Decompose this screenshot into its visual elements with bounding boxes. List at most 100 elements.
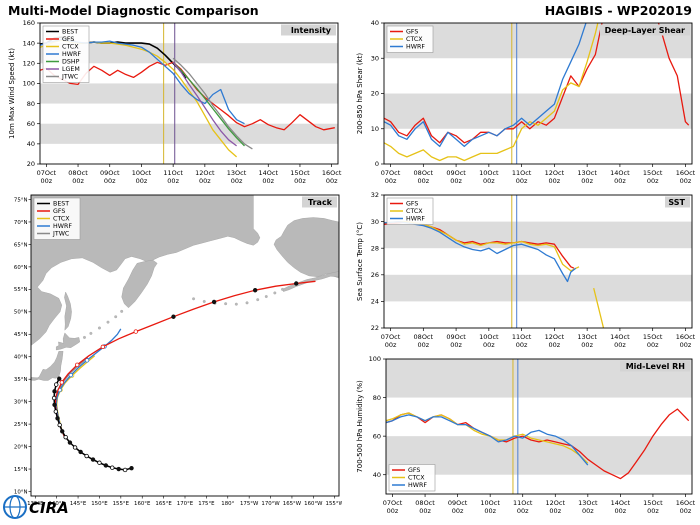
y-axis-label: 700-500 hPa Humidity (%): [356, 380, 364, 473]
svg-text:15°N: 15°N: [14, 467, 28, 473]
svg-text:70°N: 70°N: [14, 220, 28, 226]
panel-title: SST: [668, 198, 685, 207]
svg-text:GFS: GFS: [408, 467, 420, 474]
panel-title-band: [620, 360, 690, 372]
svg-text:11Oct: 11Oct: [512, 333, 532, 341]
svg-text:80: 80: [27, 100, 35, 108]
svg-text:11Oct: 11Oct: [163, 169, 183, 177]
svg-text:30°N: 30°N: [14, 400, 28, 406]
track-BEST: [53, 378, 132, 471]
land-shape: [56, 332, 81, 351]
svg-text:08Oct: 08Oct: [68, 169, 88, 177]
svg-text:10°N: 10°N: [14, 489, 28, 495]
svg-text:165°E: 165°E: [155, 501, 172, 507]
svg-text:LGEM: LGEM: [62, 66, 80, 73]
svg-text:00z: 00z: [385, 341, 397, 349]
svg-text:HWRF: HWRF: [406, 44, 425, 51]
svg-text:00z: 00z: [419, 507, 431, 515]
track-panel: 135°E 140°E 145°E 150°E 155°E 160°E 165°E 170°E…: [6, 192, 345, 508]
svg-text:14Oct: 14Oct: [258, 169, 278, 177]
svg-text:14Oct: 14Oct: [611, 499, 631, 507]
svg-text:00z: 00z: [294, 177, 306, 185]
svg-text:12Oct: 12Oct: [546, 499, 566, 507]
svg-text:00z: 00z: [647, 177, 659, 185]
rh-panel: 07Oct 00z 08Oct 00z 09Oct 00z 10Oct 00z 11Oct 00z…: [354, 355, 696, 520]
svg-text:GFS: GFS: [62, 36, 74, 43]
svg-text:24: 24: [371, 298, 379, 306]
svg-text:45°N: 45°N: [14, 332, 28, 338]
svg-text:00z: 00z: [614, 341, 626, 349]
svg-text:00z: 00z: [516, 341, 528, 349]
svg-text:00z: 00z: [484, 507, 496, 515]
svg-text:16Oct: 16Oct: [322, 169, 342, 177]
svg-text:25°N: 25°N: [14, 422, 28, 428]
intensity-panel: 07Oct 00z 08Oct 00z 09Oct 00z 10Oct 00z 11Oct 00z…: [6, 19, 342, 190]
svg-text:JTWC: JTWC: [52, 231, 70, 238]
svg-text:12Oct: 12Oct: [545, 333, 565, 341]
svg-text:0: 0: [375, 160, 379, 168]
svg-text:00z: 00z: [417, 177, 429, 185]
svg-text:16Oct: 16Oct: [676, 169, 696, 177]
svg-text:28: 28: [371, 244, 379, 252]
svg-text:15Oct: 15Oct: [290, 169, 310, 177]
svg-text:12Oct: 12Oct: [195, 169, 215, 177]
svg-text:14Oct: 14Oct: [610, 169, 630, 177]
svg-text:40: 40: [371, 20, 379, 27]
land-shape: [31, 195, 261, 346]
shear-chart: 07Oct00z08Oct00z09Oct00z10Oct00z11Oct00z…: [356, 19, 696, 185]
svg-text:00z: 00z: [549, 177, 561, 185]
svg-text:00z: 00z: [581, 177, 593, 185]
svg-text:32: 32: [371, 192, 379, 199]
y-axis-label: 200-850 hPa Shear (kt): [356, 53, 364, 134]
svg-text:00z: 00z: [549, 507, 561, 515]
svg-text:11Oct: 11Oct: [512, 169, 532, 177]
page-title: Multi-Model Diagnostic Comparison: [8, 3, 259, 18]
panel-title: Intensity: [291, 26, 332, 35]
panel-title: Mid-Level RH: [626, 362, 685, 371]
svg-text:09Oct: 09Oct: [446, 169, 466, 177]
svg-text:00z: 00z: [680, 507, 692, 515]
svg-text:12Oct: 12Oct: [545, 169, 565, 177]
y-axis-label: 10m Max Wind Speed (kt): [8, 48, 16, 139]
panel-title: Track: [308, 198, 333, 207]
svg-text:135°E: 135°E: [27, 501, 44, 507]
svg-text:00z: 00z: [417, 341, 429, 349]
svg-text:00z: 00z: [647, 341, 659, 349]
svg-text:100: 100: [369, 356, 381, 363]
svg-text:00z: 00z: [231, 177, 243, 185]
svg-text:120: 120: [23, 59, 35, 67]
svg-text:00z: 00z: [326, 177, 338, 185]
svg-text:140: 140: [23, 39, 35, 47]
svg-text:15Oct: 15Oct: [643, 333, 663, 341]
svg-text:GFS: GFS: [406, 201, 418, 208]
svg-text:07Oct: 07Oct: [381, 169, 401, 177]
svg-text:00z: 00z: [167, 177, 179, 185]
svg-text:00z: 00z: [104, 177, 116, 185]
track-chart: 135°E 140°E 145°E 150°E 155°E 160°E 165°E 170°E…: [14, 194, 345, 507]
svg-text:14Oct: 14Oct: [610, 333, 630, 341]
svg-text:20°N: 20°N: [14, 444, 28, 450]
panel-title-band: [600, 24, 690, 36]
storm-title: HAGIBIS - WP202019: [544, 3, 692, 18]
header: Multi-Model Diagnostic Comparison HAGIBI…: [0, 0, 700, 20]
svg-text:00z: 00z: [450, 341, 462, 349]
svg-text:00z: 00z: [516, 177, 528, 185]
svg-text:10Oct: 10Oct: [479, 333, 499, 341]
cira-logo-graphic: CIRA: [3, 495, 69, 519]
svg-text:00z: 00z: [680, 341, 692, 349]
svg-text:13Oct: 13Oct: [577, 169, 597, 177]
svg-text:HWRF: HWRF: [406, 216, 425, 223]
svg-text:40: 40: [373, 471, 381, 479]
series-HWRF: [384, 220, 577, 283]
svg-text:150°E: 150°E: [91, 501, 108, 507]
rh-chart: 07Oct00z08Oct00z09Oct00z10Oct00z11Oct00z…: [356, 355, 696, 515]
svg-text:BEST: BEST: [53, 201, 69, 208]
svg-text:00z: 00z: [614, 177, 626, 185]
panel-title-band: [665, 196, 690, 208]
svg-text:160°E: 160°E: [134, 501, 151, 507]
svg-text:00z: 00z: [517, 507, 529, 515]
svg-text:08Oct: 08Oct: [414, 333, 434, 341]
land-shape: [64, 291, 72, 331]
svg-text:155°E: 155°E: [113, 501, 130, 507]
